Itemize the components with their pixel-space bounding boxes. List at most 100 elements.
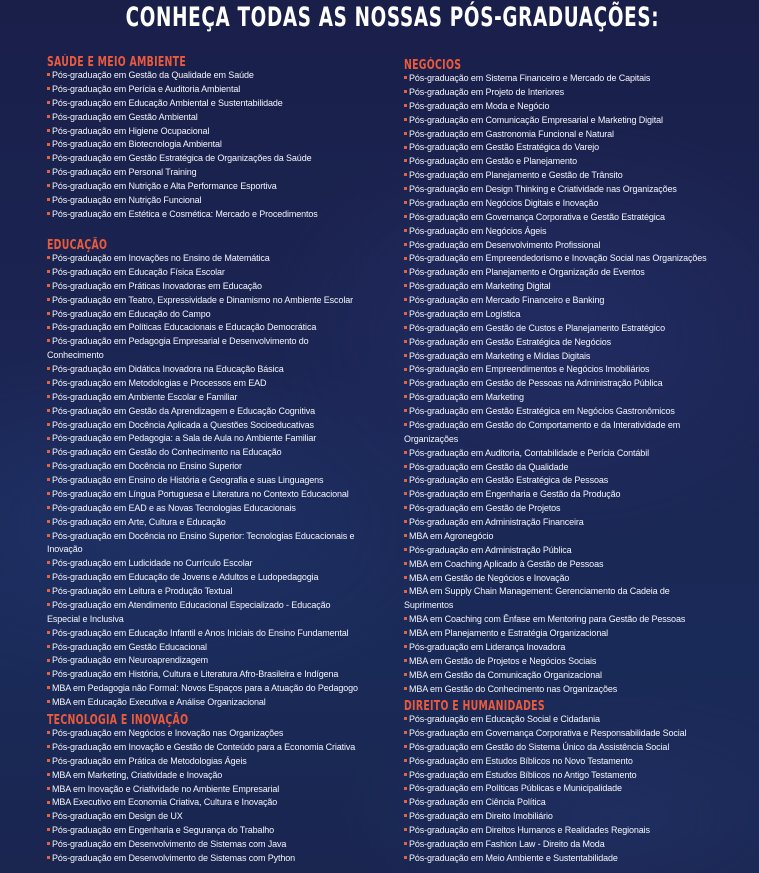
- course-item: MBA em Gestão do Conhecimento nas Organi…: [404, 683, 714, 697]
- course-label: Pós-graduação em Governança Corporativa …: [409, 211, 665, 222]
- course-item: Pós-graduação em Gestão Estratégica em N…: [404, 405, 714, 419]
- course-label: Pós-graduação em Personal Training: [52, 167, 197, 178]
- course-item: Pós-graduação em Design de UX: [47, 810, 359, 824]
- section-heading: NEGÓCIOS: [404, 58, 462, 73]
- bullet-icon: [404, 855, 407, 859]
- course-label: Pós-graduação em Educação Infantil e Ano…: [52, 627, 349, 638]
- bullet-icon: [404, 464, 407, 468]
- course-label: Pós-graduação em Liderança Inovadora: [409, 641, 566, 652]
- course-item: Pós-graduação em Gestão do Sistema Único…: [404, 741, 714, 755]
- bullet-icon: [404, 423, 407, 426]
- course-item: Pós-graduação em Neuroaprendizagem: [47, 654, 359, 668]
- course-label: Pós-graduação em Gestão do Comportamento…: [404, 419, 681, 444]
- bullet-icon: [404, 534, 407, 537]
- bullet-icon: [404, 270, 407, 274]
- course-label: Pós-graduação em Gestão Estratégica de P…: [409, 475, 609, 486]
- bullet-icon: [47, 311, 50, 315]
- bullet-icon: [47, 658, 50, 662]
- course-item: Pós-graduação em Direito Imobiliário: [404, 810, 714, 824]
- course-item: Pós-graduação em Liderança Inovadora: [404, 641, 714, 655]
- bullet-icon: [404, 478, 407, 482]
- course-label: Pós-graduação em Comunicação Empresarial…: [409, 114, 663, 125]
- course-item: Pós-graduação em Governança Corporativa …: [404, 211, 714, 225]
- course-label: MBA em Inovação e Criatividade no Ambien…: [52, 783, 280, 794]
- course-label: Pós-graduação em Gestão e Planejamento: [409, 156, 578, 167]
- course-label: Pós-graduação em Inovação e Gestão de Co…: [52, 741, 356, 752]
- bullet-icon: [47, 114, 50, 118]
- course-label: Pós-graduação em Atendimento Educacional…: [47, 599, 331, 624]
- bullet-icon: [47, 772, 50, 776]
- course-list: Pós-graduação em Gestão da Qualidade em …: [47, 69, 359, 222]
- course-label: Pós-graduação em Teatro, Expressividade …: [52, 294, 353, 305]
- course-item: Pós-graduação em Meio Ambiente e Sustent…: [404, 852, 714, 866]
- course-label: Pós-graduação em Higiene Ocupacional: [52, 125, 210, 136]
- course-label: Pós-graduação em Administração Pública: [409, 544, 572, 555]
- course-label: Pós-graduação em Arte, Cultura e Educaçã…: [52, 516, 226, 527]
- bullet-icon: [404, 686, 407, 690]
- course-item: MBA em Agronegócio: [404, 530, 714, 544]
- course-item: Pós-graduação em Negócios Ágeis: [404, 225, 714, 239]
- course-label: Pós-graduação em Gestão Estratégica de O…: [52, 153, 312, 164]
- course-label: MBA em Marketing, Criatividade e Inovaçã…: [52, 769, 223, 780]
- course-label: Pós-graduação em Auditoria, Contabilidad…: [409, 447, 649, 458]
- course-label: Pós-graduação em Negócios Ágeis: [409, 225, 547, 236]
- course-item: Pós-graduação em Pedagogia: a Sala de Au…: [47, 432, 359, 446]
- course-label: Pós-graduação em Ludicidade no Currículo…: [52, 558, 253, 569]
- course-item: Pós-graduação em Gestão da Qualidade em …: [47, 69, 359, 83]
- course-item: Pós-graduação em Administração Pública: [404, 544, 714, 558]
- course-item: Pós-graduação em Negócios e Inovação nas…: [47, 727, 359, 741]
- section-tecnologia: TECNOLOGIA E INOVAÇÃO Pós-graduação em N…: [47, 711, 359, 866]
- bullet-icon: [47, 422, 50, 426]
- bullet-icon: [404, 90, 407, 93]
- bullet-icon: [47, 731, 50, 735]
- course-item: Pós-graduação em Atendimento Educacional…: [47, 599, 359, 627]
- bullet-icon: [404, 395, 407, 399]
- course-item: Pós-graduação em Desenvolvimento Profiss…: [404, 239, 714, 253]
- course-item: Pós-graduação em Personal Training: [47, 166, 359, 180]
- section-saude: SAÚDE E MEIO AMBIENTE Pós-graduação em G…: [47, 53, 359, 222]
- course-label: Pós-graduação em Estudos Bíblicos no Nov…: [409, 755, 633, 766]
- course-label: Pós-graduação em Biotecnologia Ambiental: [52, 139, 222, 150]
- bullet-icon: [404, 658, 407, 662]
- course-item: MBA em Gestão de Projetos e Negócios Soc…: [404, 655, 714, 669]
- bullet-icon: [47, 644, 50, 648]
- bullet-icon: [47, 589, 50, 593]
- bullet-icon: [47, 630, 50, 634]
- course-label: Pós-graduação em Engenharia e Gestão da …: [409, 489, 621, 500]
- course-label: Pós-graduação em Gastronomia Funcional e…: [409, 128, 614, 139]
- course-item: Pós-graduação em Teatro, Expressividade …: [47, 294, 359, 308]
- bullet-icon: [47, 184, 50, 188]
- bullet-icon: [404, 145, 407, 149]
- course-item: Pós-graduação em Projeto de Interiores: [404, 86, 714, 100]
- course-label: MBA em Pedagogia não Formal: Novos Espaç…: [52, 683, 358, 694]
- bullet-icon: [47, 211, 50, 215]
- course-label: Pós-graduação em Engenharia e Segurança …: [52, 825, 275, 836]
- bullet-icon: [404, 631, 407, 635]
- bullet-icon: [404, 731, 407, 734]
- course-item: Pós-graduação em Marketing: [404, 391, 714, 405]
- course-label: Pós-graduação em Estética e Cosmética: M…: [52, 208, 318, 219]
- course-label: Pós-graduação em Planejamento e Organiza…: [409, 267, 645, 278]
- course-label: Pós-graduação em História, Cultura e Lit…: [52, 669, 339, 680]
- course-item: Pós-graduação em Língua Portuguesa e Lit…: [47, 488, 359, 502]
- course-label: Pós-graduação em Desenvolvimento de Sist…: [52, 852, 296, 863]
- course-label: Pós-graduação em Estudos Bíblicos no Ant…: [409, 769, 637, 780]
- course-item: Pós-graduação em Inovação e Gestão de Co…: [47, 741, 359, 755]
- course-label: Pós-graduação em Gestão de Custos e Plan…: [409, 322, 665, 333]
- course-label: Pós-graduação em Empreendimentos e Negóc…: [409, 364, 650, 375]
- bullet-icon: [47, 339, 50, 343]
- bullet-icon: [47, 800, 50, 804]
- bullet-icon: [404, 325, 407, 329]
- course-item: Pós-graduação em Nutrição e Alta Perform…: [47, 180, 359, 194]
- course-label: Pós-graduação em Administração Financeir…: [409, 517, 584, 527]
- course-item: Pós-graduação em Gestão Educacional: [47, 641, 359, 655]
- bullet-icon: [404, 800, 407, 804]
- bullet-icon: [404, 575, 407, 579]
- course-label: Pós-graduação em Design Thinking e Criat…: [409, 184, 677, 194]
- course-item: MBA em Coaching Aplicado à Gestão de Pes…: [404, 558, 714, 572]
- section-direito: DIREITO E HUMANIDADES Pós-graduação em E…: [404, 697, 714, 866]
- course-label: Pós-graduação em Nutrição Funcional: [52, 194, 202, 205]
- course-label: Pós-graduação em Marketing Digital: [409, 281, 551, 292]
- course-item: MBA em Pedagogia não Formal: Novos Espaç…: [47, 682, 359, 696]
- bullet-icon: [47, 128, 50, 132]
